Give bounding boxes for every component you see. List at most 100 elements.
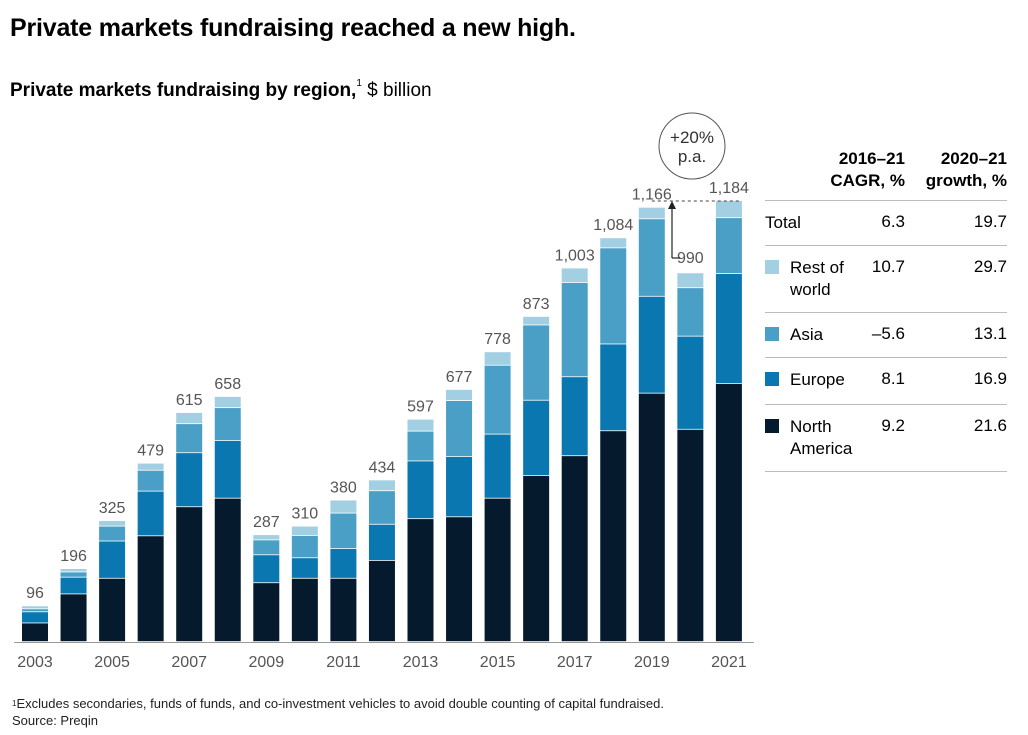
bar-segment-asia: [407, 431, 434, 461]
bar-total-label: 677: [446, 369, 473, 386]
bar-total-label: 615: [176, 392, 203, 409]
chart-subtitle: Private markets fundraising by region,1 …: [10, 78, 432, 102]
bar-segment-north-america: [561, 456, 588, 642]
cagr-value: 10.7: [871, 257, 905, 276]
table-header: 2016–21 CAGR, % 2020–21 growth, %: [765, 148, 1007, 201]
bar-segment-asia: [137, 470, 164, 491]
row-label: Europe: [790, 370, 845, 389]
bar-segment-north-america: [677, 429, 704, 642]
bar-segment-asia: [638, 219, 665, 296]
bar-segment-asia: [368, 491, 395, 524]
subtitle-unit: $ billion: [361, 80, 432, 101]
bar-segment-europe: [523, 400, 550, 476]
bar-total-label: 1,184: [709, 180, 749, 197]
growth-annotation-period: p.a.: [678, 147, 706, 166]
bar-segment-rest-of-world: [137, 463, 164, 470]
bar-segment-north-america: [484, 498, 511, 642]
bar-segment-asia: [715, 218, 742, 274]
growth-header-line2: growth, %: [925, 171, 1007, 190]
table-row: Total 6.3 19.7: [765, 201, 1007, 246]
legend-swatch: [765, 327, 779, 341]
table-row: Europe 8.1 16.9: [765, 358, 1007, 405]
bar-segment-north-america: [214, 498, 241, 642]
subtitle-main: Private markets fundraising by region,: [10, 80, 357, 101]
row-label: Rest of world: [790, 258, 844, 299]
bar-total-label: 658: [214, 376, 241, 393]
x-tick-label: 2007: [171, 654, 207, 671]
bar-segment-rest-of-world: [176, 412, 203, 424]
row-label: Total: [765, 213, 801, 232]
bar-segment-europe: [715, 273, 742, 384]
bar-segment-europe: [291, 558, 318, 578]
bar-total-label: 597: [407, 399, 434, 416]
bar-segment-europe: [561, 377, 588, 456]
bar-total-label: 325: [99, 500, 126, 517]
bar-segment-europe: [330, 548, 357, 578]
bar-segment-europe: [253, 555, 280, 583]
bar-segment-europe: [484, 434, 511, 498]
x-tick-label: 2015: [480, 654, 516, 671]
cagr-value: 6.3: [881, 212, 905, 231]
bar-segment-rest-of-world: [561, 268, 588, 283]
bar-segment-rest-of-world: [330, 500, 357, 513]
chart-title: Private markets fundraising reached a ne…: [10, 14, 576, 42]
growth-circle: [658, 112, 726, 180]
bar-segment-asia: [99, 526, 126, 541]
bar-segment-rest-of-world: [253, 535, 280, 540]
growth-value: 16.9: [973, 369, 1007, 388]
footnote-text: Excludes secondaries, funds of funds, an…: [16, 696, 664, 711]
x-tick-label: 2005: [94, 654, 130, 671]
bar-segment-asia: [22, 609, 48, 612]
bar-total-label: 479: [137, 443, 164, 460]
cagr-header-line2: CAGR, %: [830, 171, 905, 190]
growth-value: 21.6: [973, 416, 1007, 435]
bar-segment-asia: [214, 408, 241, 441]
bar-segment-europe: [600, 344, 627, 431]
bar-segment-asia: [176, 424, 203, 453]
bar-segment-rest-of-world: [715, 200, 742, 218]
bar-segment-north-america: [291, 578, 318, 642]
bar-total-label: 434: [369, 459, 396, 476]
x-tick-label: 2011: [326, 654, 361, 671]
bar-segment-europe: [22, 612, 48, 623]
bar-segment-north-america: [330, 578, 357, 642]
bar-segment-asia: [253, 540, 280, 555]
bar-segment-rest-of-world: [407, 419, 434, 431]
bar-segment-north-america: [22, 623, 48, 642]
bar-segment-europe: [638, 296, 665, 393]
bar-total-label: 310: [291, 506, 318, 523]
x-tick-label: 2017: [557, 654, 593, 671]
bar-segment-rest-of-world: [291, 526, 318, 536]
cagr-value: 9.2: [881, 416, 905, 435]
bar-segment-rest-of-world: [523, 316, 550, 325]
bar-segment-asia: [523, 325, 550, 400]
legend-swatch: [765, 419, 779, 433]
bar-segment-europe: [407, 461, 434, 519]
growth-arrow-head: [668, 200, 676, 209]
bar-segment-europe: [677, 336, 704, 429]
bar-total-label: 287: [253, 514, 280, 531]
table-row: Rest of world 10.7 29.7: [765, 246, 1007, 313]
bar-segment-asia: [561, 282, 588, 377]
legend-swatch: [765, 372, 779, 386]
growth-header-line1: 2020–21: [940, 149, 1007, 168]
bar-total-label: 873: [523, 296, 550, 313]
bar-segment-north-america: [253, 583, 280, 642]
bar-segment-north-america: [60, 594, 87, 642]
bar-segment-asia: [677, 288, 704, 336]
footnote-marker: 1: [12, 699, 17, 708]
bar-segment-asia: [330, 513, 357, 549]
cagr-header-line1: 2016–21: [838, 149, 905, 168]
cagr-header: 2016–21 CAGR, %: [825, 148, 905, 192]
table-row: Asia –5.6 13.1: [765, 313, 1007, 358]
bar-segment-north-america: [446, 517, 473, 642]
bar-total-label: 1,084: [593, 217, 633, 234]
growth-header: 2020–21 growth, %: [917, 148, 1007, 192]
bar-segment-rest-of-world: [446, 389, 473, 401]
table-row: North America 9.2 21.6: [765, 405, 1007, 472]
growth-value: 13.1: [973, 324, 1007, 343]
bar-segment-europe: [214, 440, 241, 498]
bar-segment-north-america: [523, 475, 550, 642]
bar-total-label: 778: [484, 331, 511, 348]
row-label: Asia: [790, 325, 824, 344]
